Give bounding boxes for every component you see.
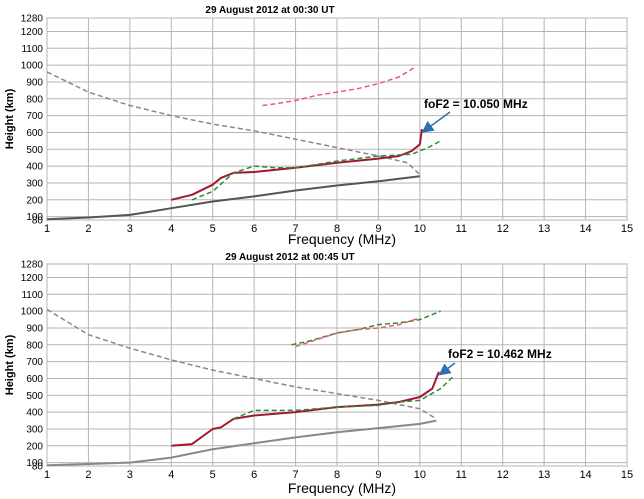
x-tick-label: 2: [85, 469, 91, 481]
y-tick-label: 400: [26, 408, 43, 419]
y-tick-label: 1000: [21, 307, 44, 318]
x-tick-label: 4: [168, 469, 174, 481]
y-tick-label: 1000: [21, 61, 44, 72]
y-tick-label: 300: [26, 424, 43, 435]
x-axis-label: Frequency (MHz): [288, 231, 396, 247]
x-tick-label: 11: [456, 469, 467, 481]
grid: [46, 263, 628, 467]
y-tick-label: 1100: [21, 44, 43, 55]
series-line: [233, 376, 454, 420]
x-tick-label: 15: [621, 469, 633, 481]
x-tick-labels: 1 2 3 4 5 6 7 8 9 10 11 12 13 14 15: [44, 223, 633, 235]
x-axis-label: Frequency (MHz): [288, 480, 396, 496]
y-tick-label: 900: [26, 77, 43, 88]
y-tick-label: 700: [26, 357, 43, 368]
y-tick-label: 400: [26, 162, 43, 173]
y-tick-label: 1200: [21, 27, 44, 38]
y-tick-label: 1280: [21, 14, 44, 25]
y-tick-label: 1200: [21, 273, 44, 284]
x-tick-label: 5: [210, 469, 216, 481]
y-tick-label: 300: [26, 178, 43, 189]
y-tick-label: 500: [26, 145, 43, 156]
x-tick-label: 12: [497, 469, 509, 481]
x-tick-label: 5: [210, 223, 216, 235]
x-tick-label: 9: [375, 223, 381, 235]
x-tick-label: 13: [538, 223, 550, 235]
y-tick-label: 1100: [21, 290, 43, 301]
x-tick-label: 1: [44, 223, 50, 235]
fof2-annotation-arrow: [438, 362, 456, 376]
y-tick-label: 900: [26, 323, 43, 334]
y-tick-label: 600: [26, 128, 43, 139]
x-tick-label: 3: [127, 223, 133, 235]
series-line: [295, 317, 421, 348]
fof2-annotation-text: foF2 = 10.462 MHz: [448, 347, 552, 361]
x-tick-label: 8: [334, 223, 340, 235]
y-tick-label: 80: [32, 216, 44, 227]
y-tick-label: 100: [26, 212, 43, 223]
x-tick-label: 14: [579, 223, 591, 235]
series-line: [46, 419, 437, 467]
x-tick-label: 6: [251, 223, 257, 235]
x-tick-label: 7: [293, 469, 299, 481]
x-tick-label: 3: [127, 469, 133, 481]
x-tick-label: 14: [579, 469, 591, 481]
y-tick-label: 200: [26, 195, 43, 206]
fof2-annotation-arrow: [421, 111, 451, 133]
x-tick-label: 2: [85, 223, 91, 235]
y-tick-label: 500: [26, 391, 43, 402]
x-tick-label: 10: [414, 223, 426, 235]
series-group: [46, 308, 454, 467]
x-tick-label: 15: [621, 223, 633, 235]
panel-title: 29 August 2012 at 00:45 UT: [225, 252, 354, 263]
fof2-annotation-text: foF2 = 10.050 MHz: [424, 97, 528, 111]
series-line: [262, 66, 417, 107]
x-tick-labels: 1 2 3 4 5 6 7 8 9 10 11 12 13 14 15: [44, 469, 633, 481]
y-tick-label: 800: [26, 340, 43, 351]
x-tick-label: 1: [44, 469, 50, 481]
series-group: [46, 66, 441, 221]
series-line: [46, 175, 421, 221]
panel-title: 29 August 2012 at 00:30 UT: [205, 5, 334, 16]
fof2-annotation: foF2 = 10.050 MHz: [421, 97, 528, 133]
y-tick-label: 600: [26, 374, 43, 385]
fof2-annotation: foF2 = 10.462 MHz: [438, 347, 552, 376]
y-tick-label: 800: [26, 94, 43, 105]
series-line: [171, 371, 440, 447]
y-axis-label: Height (km): [4, 334, 16, 395]
y-tick-label: 200: [26, 441, 43, 452]
x-tick-label: 11: [456, 223, 467, 235]
series-line: [191, 140, 441, 201]
y-tick-label: 100: [26, 458, 43, 469]
y-axis-label: Height (km): [4, 88, 16, 149]
grid: [46, 17, 628, 221]
x-tick-label: 6: [251, 469, 257, 481]
x-tick-label: 9: [375, 469, 381, 481]
x-tick-label: 8: [334, 469, 340, 481]
x-tick-label: 12: [497, 223, 509, 235]
x-tick-label: 13: [538, 469, 550, 481]
y-tick-label: 80: [32, 462, 44, 473]
x-tick-label: 7: [293, 223, 299, 235]
y-tick-label: 700: [26, 111, 43, 122]
x-tick-label: 10: [414, 469, 426, 481]
y-tick-label: 1280: [21, 260, 44, 271]
x-tick-label: 4: [168, 223, 174, 235]
